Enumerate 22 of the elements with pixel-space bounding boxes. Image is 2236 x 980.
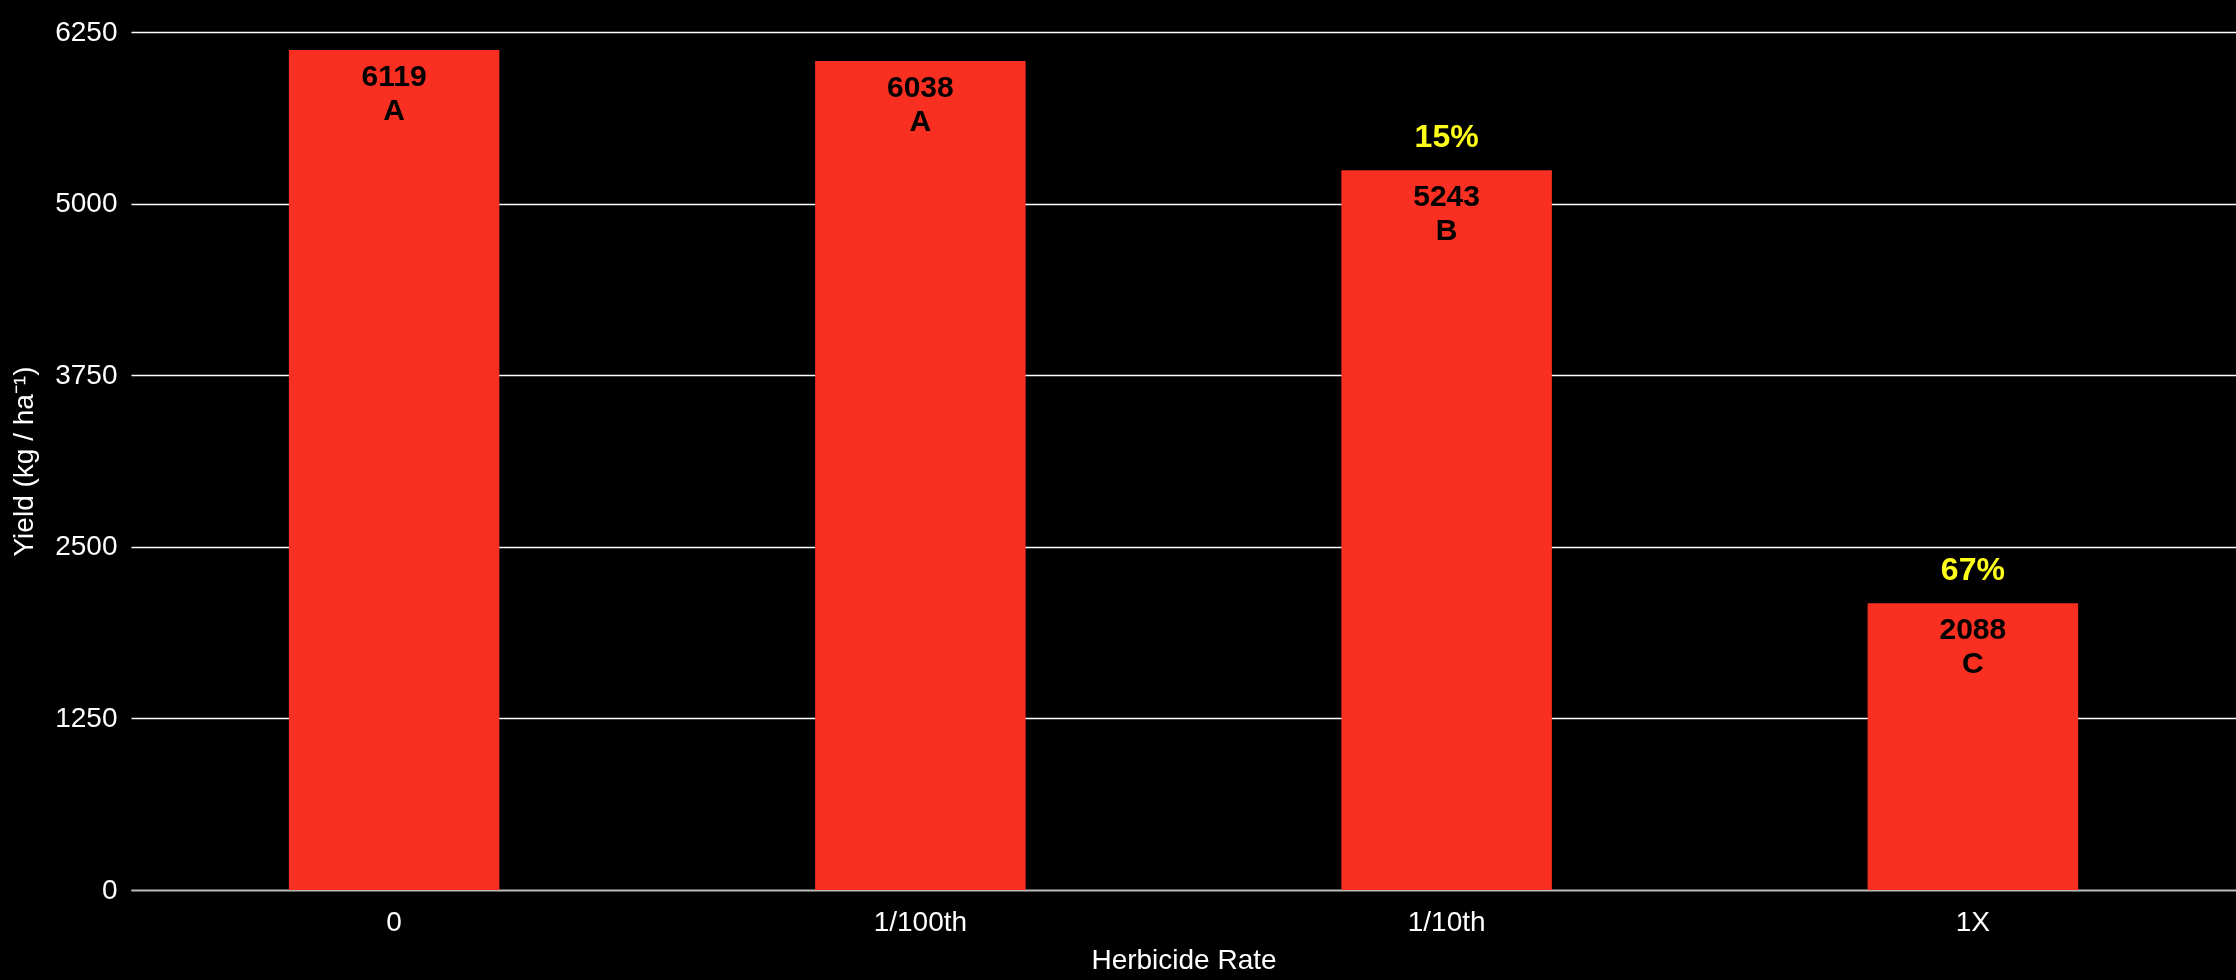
x-axis-title: Herbicide Rate	[1091, 943, 1277, 975]
x-tick-label: 1X	[1955, 905, 1991, 937]
data-label: 6038 A	[887, 70, 954, 138]
x-tick-label: 1/100th	[873, 905, 968, 937]
x-tick-label: 1/10th	[1407, 905, 1486, 937]
bar	[815, 61, 1026, 890]
x-tick-label: 0	[386, 905, 402, 937]
annotation: 15%	[1414, 118, 1479, 155]
bar	[288, 49, 500, 890]
data-label: 2088 C	[1939, 612, 2007, 680]
y-axis-title: Yield (kg / ha⁻¹)	[8, 366, 40, 557]
y-tick-label: 1250	[55, 701, 118, 733]
y-tick-label: 0	[101, 873, 118, 905]
y-tick-label: 2500	[55, 530, 118, 562]
bar	[1867, 603, 2079, 890]
y-tick-label: 5000	[55, 187, 118, 219]
bar	[1341, 170, 1552, 890]
data-label: 6119 A	[361, 58, 427, 126]
data-label: 5243 B	[1413, 179, 1480, 247]
annotation: 67%	[1940, 551, 2005, 588]
y-tick-label: 6250	[55, 15, 118, 47]
y-tick-label: 3750	[55, 358, 118, 390]
